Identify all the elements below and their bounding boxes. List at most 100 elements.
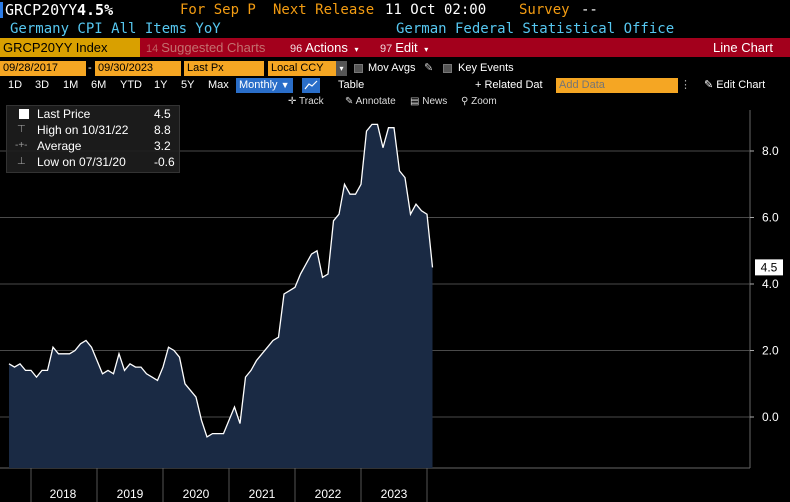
edit-code: 97 xyxy=(380,43,393,55)
edit-chart-button[interactable]: ✎ Edit Chart xyxy=(704,78,765,93)
period-1d-button[interactable]: 1D xyxy=(8,79,23,91)
actions-code: 96 xyxy=(290,43,303,55)
chevron-down-icon: ▾ xyxy=(354,45,359,54)
frequency-dropdown[interactable]: Monthly ▼ xyxy=(236,78,293,93)
edit-label: Edit xyxy=(395,40,418,55)
date-separator: - xyxy=(88,62,92,74)
zoom-button[interactable]: ⚲ Zoom xyxy=(461,95,497,109)
table-button[interactable]: Table xyxy=(338,79,365,91)
period-ytd-button[interactable]: YTD xyxy=(120,79,142,91)
legend-last-price: Last Price 4.5 xyxy=(7,106,179,122)
y-tick-label: 2.0 xyxy=(762,344,779,358)
security-name-bar: Germany CPI All Items YoY German Federal… xyxy=(0,21,790,38)
x-tick-label: 2021 xyxy=(249,487,276,501)
last-price-label: 4.5 xyxy=(755,259,783,276)
chart-type-label[interactable]: Line Chart xyxy=(713,40,773,55)
cpi-chart[interactable]: 0.0 2.0 4.0 6.0 8.0 2018 2019 2020 2021 2022 2023… xyxy=(0,110,790,502)
x-tick-label: 2022 xyxy=(315,487,342,501)
ticker-bar: GRCP20YY 4.5% For Sep P Next Release 11 … xyxy=(0,0,790,21)
index-label[interactable]: GRCP20YY Index xyxy=(0,38,140,57)
track-button[interactable]: ✛ Track xyxy=(288,95,324,109)
high-marker-icon: ⊤ xyxy=(17,124,26,135)
y-tick-label: 8.0 xyxy=(762,144,779,158)
pencil-icon[interactable]: ✎ xyxy=(424,62,434,74)
legend-last-price-label: Last Price xyxy=(37,107,91,121)
legend-low-label: Low on 07/31/20 xyxy=(37,155,126,169)
edit-button[interactable]: 97 Edit ▾ xyxy=(380,38,428,57)
period-5y-button[interactable]: 5Y xyxy=(181,79,195,91)
chart-legend[interactable]: Last Price 4.5 ⊤ High on 10/31/22 8.8 -+… xyxy=(6,105,180,173)
ticker-symbol[interactable]: GRCP20YY xyxy=(5,1,78,19)
magnifier-icon: ⚲ xyxy=(461,96,469,107)
news-label: News xyxy=(422,96,448,107)
x-axis-ticks: 2018 2019 2020 2021 2022 2023 xyxy=(50,487,408,501)
y-tick-label: 6.0 xyxy=(762,211,779,225)
start-date-field[interactable]: 09/28/2017 xyxy=(0,61,86,76)
suggested-label: Suggested Charts xyxy=(161,40,266,55)
grip-icon: ⋮ xyxy=(680,79,691,91)
key-events-checkbox[interactable] xyxy=(443,64,452,73)
next-release-value: 11 Oct 02:00 xyxy=(385,2,487,18)
chart-tools: ✛ Track ✎ Annotate ▤ News ⚲ Zoom xyxy=(0,95,790,109)
period-1m-button[interactable]: 1M xyxy=(63,79,79,91)
annotate-button[interactable]: ✎ Annotate xyxy=(345,95,396,109)
last-value: 4.5% xyxy=(77,1,114,19)
legend-high-value: 8.8 xyxy=(154,123,171,137)
crosshair-icon: ✛ xyxy=(288,96,297,107)
last-price-tag-label: 4.5 xyxy=(761,260,778,274)
period-3d-button[interactable]: 3D xyxy=(35,79,50,91)
annotate-label: Annotate xyxy=(355,96,396,107)
legend-high-label: High on 10/31/22 xyxy=(37,123,129,137)
news-icon: ▤ xyxy=(410,96,420,107)
period-1y-button[interactable]: 1Y xyxy=(154,79,168,91)
actions-button[interactable]: 96 Actions ▾ xyxy=(290,38,359,57)
y-tick-label: 4.0 xyxy=(762,277,779,291)
line-chart-icon[interactable] xyxy=(302,78,320,93)
chevron-down-icon: ▾ xyxy=(424,45,429,54)
add-data-input[interactable] xyxy=(556,78,678,93)
period-label: For Sep P xyxy=(180,2,256,18)
legend-swatch-icon xyxy=(19,109,29,119)
track-label: Track xyxy=(299,96,324,107)
field-selector[interactable]: Last Px xyxy=(184,61,264,76)
period-max-button[interactable]: Max xyxy=(208,79,229,91)
related-data-button[interactable]: + Related Dat xyxy=(475,79,543,91)
next-release-label: Next Release xyxy=(273,2,375,18)
period-6m-button[interactable]: 6M xyxy=(91,79,107,91)
main-toolbar: GRCP20YY Index 14 Suggested Charts 96 Acti… xyxy=(0,38,790,57)
edit-chart-label: Edit Chart xyxy=(716,79,766,91)
legend-average: -+- Average 3.2 xyxy=(7,138,179,154)
suggested-charts-button[interactable]: 14 Suggested Charts xyxy=(146,38,265,57)
last-price-tag xyxy=(755,259,783,276)
ticker-marker xyxy=(0,2,3,18)
x-tick-label: 2019 xyxy=(117,487,144,501)
low-marker-icon: ⊥ xyxy=(17,156,26,167)
x-tick-label: 2020 xyxy=(183,487,210,501)
legend-last-price-value: 4.5 xyxy=(154,107,171,121)
mov-avgs-checkbox[interactable] xyxy=(354,64,363,73)
frequency-label: Monthly xyxy=(239,79,278,91)
cpi-area-fill xyxy=(9,124,433,469)
mov-avgs-label[interactable]: Mov Avgs xyxy=(368,62,416,74)
y-axis-ticks: 0.0 2.0 4.0 6.0 8.0 xyxy=(750,144,779,424)
chevron-down-icon: ▼ xyxy=(280,80,290,90)
survey-value: -- xyxy=(581,2,598,18)
legend-high: ⊤ High on 10/31/22 8.8 xyxy=(7,122,179,138)
cpi-line xyxy=(8,123,434,438)
period-buttons: 1D 3D 1M 6M YTD 1Y 5Y Max Monthly ▼ Tabl… xyxy=(0,78,790,93)
source-name: German Federal Statistical Office xyxy=(396,21,675,37)
date-controls: 09/28/2017 - 09/30/2023 Last Px Local CC… xyxy=(0,61,790,77)
legend-average-value: 3.2 xyxy=(154,139,171,153)
survey-label: Survey xyxy=(519,2,570,18)
end-date-field[interactable]: 09/30/2023 xyxy=(95,61,181,76)
security-name: Germany CPI All Items YoY xyxy=(10,21,221,37)
news-button[interactable]: ▤ News xyxy=(410,95,447,109)
average-marker-icon: -+- xyxy=(15,140,28,151)
legend-low-value: -0.6 xyxy=(154,155,175,169)
actions-label: Actions xyxy=(305,40,348,55)
annotate-icon: ✎ xyxy=(345,96,354,107)
suggested-code: 14 xyxy=(146,43,159,55)
chevron-down-icon[interactable]: ▾ xyxy=(336,61,347,76)
key-events-label[interactable]: Key Events xyxy=(458,62,514,74)
currency-selector[interactable]: Local CCY xyxy=(268,61,336,76)
